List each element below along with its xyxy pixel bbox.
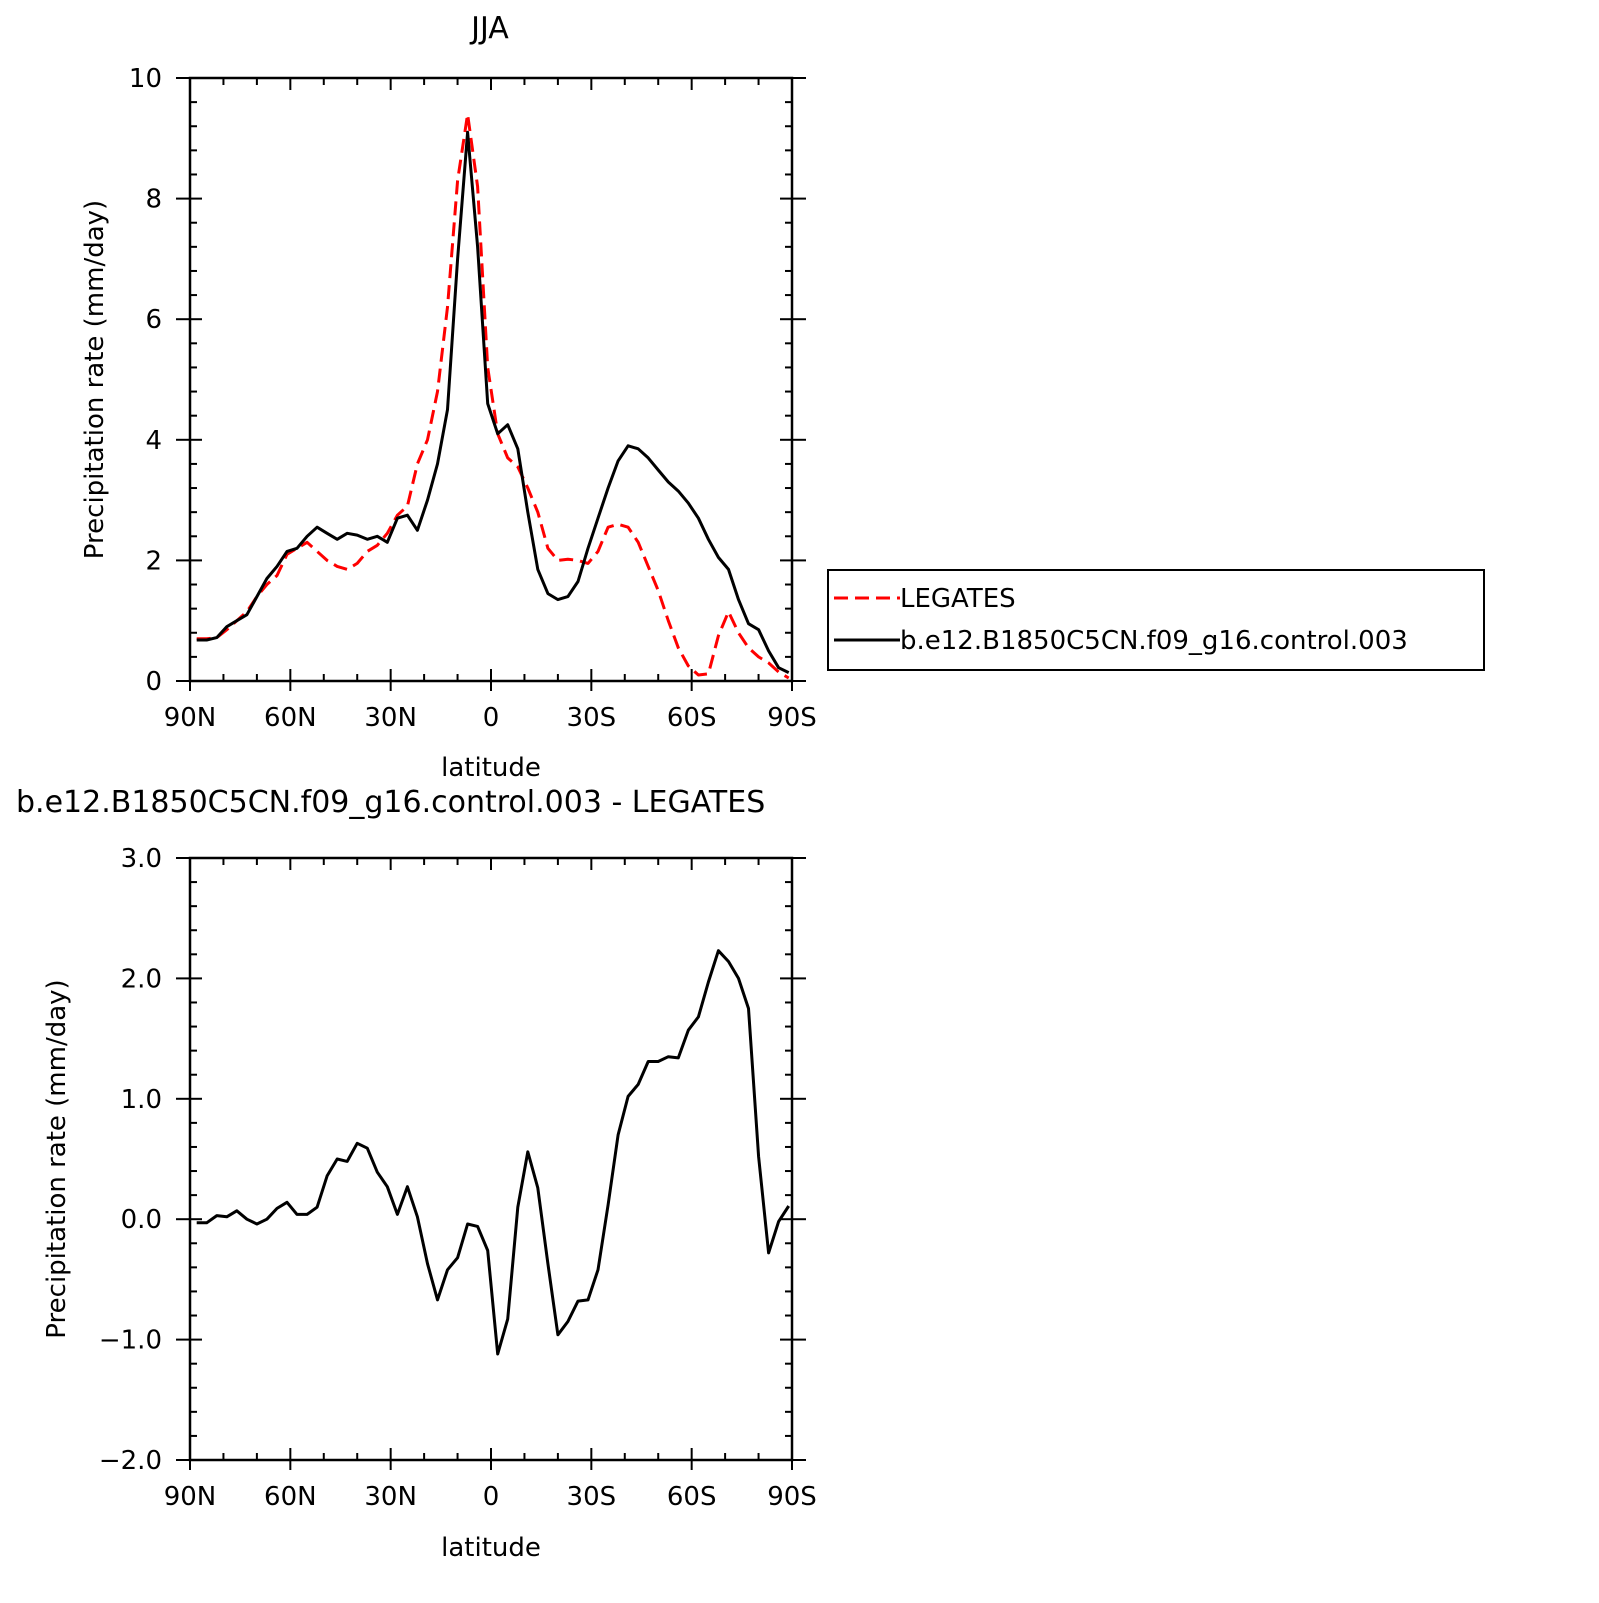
top-panel: JJA 90N 60N 30N 0 30S 60S 90S 0 2 4 6 8 10 latitude Pre… <box>80 11 1485 783</box>
x-tick-label: 60N <box>264 1482 317 1512</box>
x-tick-label: 60N <box>264 703 317 733</box>
y-tick-label: 2.0 <box>121 964 162 994</box>
y-tick-label: 4 <box>145 426 162 456</box>
y-axis-title: Precipitation rate (mm/day) <box>42 979 72 1338</box>
plot-title: b.e12.B1850C5CN.f09_g16.control.003 - LE… <box>16 785 765 820</box>
y-tick-label: 2 <box>145 546 162 576</box>
y-tick-label: 6 <box>145 305 162 335</box>
x-tick-label: 30N <box>364 1482 417 1512</box>
x-tick-label: 0 <box>483 703 500 733</box>
y-tick-label: 8 <box>145 185 162 215</box>
legend-label: LEGATES <box>900 584 1016 614</box>
plot-title: JJA <box>469 11 509 46</box>
series-line-legates <box>196 112 790 680</box>
x-tick-label: 90N <box>164 1482 217 1512</box>
legend-label: b.e12.B1850C5CN.f09_g16.control.003 <box>900 626 1408 656</box>
y-tick-label: −2.0 <box>99 1446 162 1476</box>
difference-line <box>196 949 790 1356</box>
x-tick-label: 60S <box>667 703 717 733</box>
x-tick-label: 30S <box>567 703 617 733</box>
bottom-panel: b.e12.B1850C5CN.f09_g16.control.003 - LE… <box>16 785 817 1563</box>
x-tick-label: 90S <box>767 1482 817 1512</box>
x-axis-title: latitude <box>441 753 541 783</box>
y-tick-label: 10 <box>129 64 162 94</box>
y-tick-label: 1.0 <box>121 1085 162 1115</box>
x-tick-label: 30S <box>567 1482 617 1512</box>
y-tick-label: 3.0 <box>121 844 162 874</box>
y-tick-label: 0.0 <box>121 1205 162 1235</box>
x-tick-label: 60S <box>667 1482 717 1512</box>
y-tick-label: −1.0 <box>99 1326 162 1356</box>
x-tick-label: 0 <box>483 1482 500 1512</box>
series-line-b-e12-b1850c5cn-f09-g16-control-003 <box>196 130 790 674</box>
x-axis-title: latitude <box>441 1533 541 1563</box>
x-tick-label: 90S <box>767 703 817 733</box>
x-tick-label: 90N <box>164 703 217 733</box>
legend-box <box>827 569 1485 671</box>
x-tick-label: 30N <box>364 703 417 733</box>
plot-frame <box>188 856 794 1462</box>
y-tick-label: 0 <box>145 667 162 697</box>
y-axis-title: Precipitation rate (mm/day) <box>80 200 110 559</box>
